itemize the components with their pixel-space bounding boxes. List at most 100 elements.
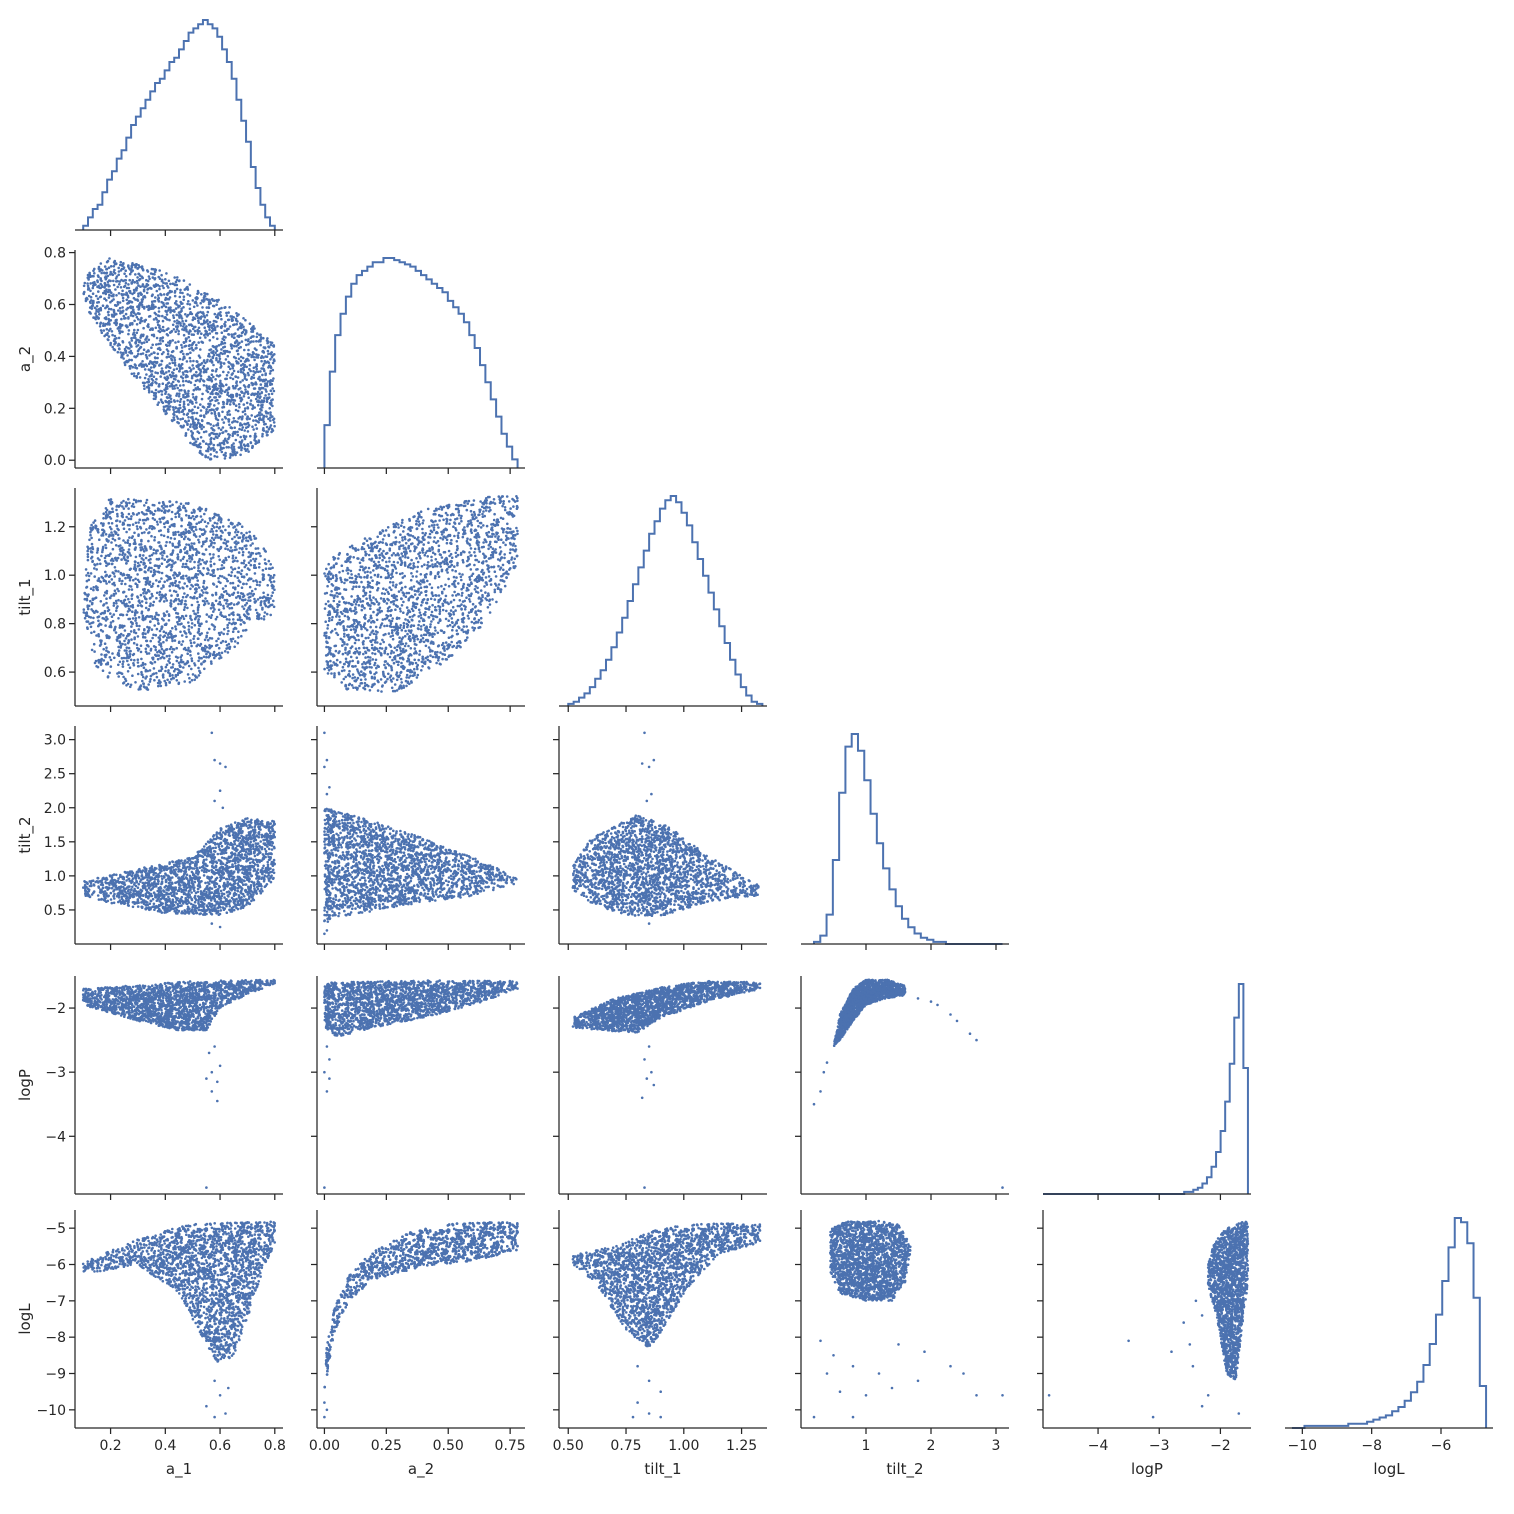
scatter-point — [158, 285, 161, 288]
scatter-point — [116, 285, 119, 289]
scatter-point — [85, 574, 88, 577]
scatter-point — [221, 431, 225, 434]
scatter-point — [324, 620, 328, 623]
scatter-point — [268, 578, 272, 582]
scatter-point — [143, 387, 146, 391]
scatter-point — [87, 286, 90, 290]
scatter-point — [410, 558, 413, 562]
scatter-point — [89, 533, 92, 537]
scatter-point — [240, 367, 243, 371]
scatter-point — [255, 363, 258, 366]
scatter-point — [210, 398, 214, 402]
scatter-point — [241, 629, 245, 632]
scatter-point — [479, 589, 483, 592]
scatter-point — [263, 346, 267, 349]
scatter-point — [103, 286, 106, 289]
scatter-point — [182, 608, 186, 611]
scatter-point — [85, 620, 88, 623]
scatter-point — [153, 311, 157, 315]
scatter-point — [185, 360, 189, 363]
scatter-point — [188, 303, 192, 306]
scatter-point — [134, 681, 137, 684]
scatter-point — [191, 374, 194, 378]
scatter-point — [188, 568, 191, 571]
scatter-point — [131, 605, 134, 608]
scatter-point — [241, 550, 245, 554]
scatter-point — [154, 326, 158, 330]
scatter-point — [260, 359, 263, 363]
scatter-point — [171, 371, 175, 375]
scatter-point — [138, 624, 141, 628]
scatter-point — [245, 582, 248, 586]
scatter-point — [192, 359, 195, 363]
scatter-point — [134, 577, 137, 581]
scatter-point — [188, 531, 192, 534]
scatter-point — [122, 681, 126, 684]
scatter-point — [101, 545, 105, 549]
scatter-point — [170, 375, 173, 379]
scatter-point — [172, 377, 176, 381]
scatter-point — [131, 305, 135, 309]
scatter-point — [126, 354, 129, 357]
scatter-point — [136, 604, 140, 607]
scatter-point — [262, 615, 266, 618]
scatter-point — [255, 335, 259, 339]
scatter-point — [108, 671, 111, 675]
scatter-point — [116, 533, 120, 537]
scatter-point — [186, 673, 190, 676]
scatter-point — [193, 560, 196, 564]
scatter-point — [131, 653, 135, 657]
scatter-point — [102, 329, 106, 332]
scatter-point — [162, 584, 165, 587]
scatter-point — [160, 505, 164, 508]
scatter-point — [171, 544, 175, 547]
scatter-point — [127, 663, 130, 667]
scatter-point — [131, 593, 134, 596]
scatter-point — [216, 643, 219, 647]
scatter-point — [217, 513, 220, 517]
scatter-point — [262, 420, 266, 424]
scatter-point — [214, 599, 218, 603]
scatter-point — [208, 433, 211, 436]
scatter-point — [107, 650, 110, 654]
scatter-point — [258, 552, 261, 555]
scatter-point — [468, 551, 471, 554]
scatter-point — [136, 578, 140, 582]
scatter-point — [259, 603, 263, 607]
scatter-point — [166, 352, 170, 356]
scatter-point — [166, 528, 170, 531]
scatter-point — [469, 509, 473, 513]
scatter-point — [188, 294, 192, 297]
panel-tilt_1-vs-a_1: 0.60.81.01.2 — [44, 488, 283, 712]
scatter-point — [84, 614, 88, 618]
scatter-point — [153, 268, 157, 271]
scatter-point — [163, 558, 166, 561]
scatter-point — [242, 537, 245, 540]
scatter-point — [206, 334, 209, 337]
scatter-point — [137, 272, 141, 276]
scatter-point — [182, 424, 185, 428]
scatter-point — [157, 509, 161, 512]
scatter-point — [136, 661, 140, 664]
scatter-point — [222, 453, 226, 457]
scatter-point — [137, 312, 140, 315]
scatter-point — [210, 644, 214, 648]
scatter-point — [171, 523, 175, 526]
scatter-point — [214, 414, 217, 418]
scatter-point — [157, 640, 161, 644]
scatter-point — [444, 511, 448, 515]
scatter-point — [134, 499, 138, 502]
scatter-point — [169, 601, 172, 605]
scatter-point — [215, 391, 218, 395]
scatter-point — [179, 324, 183, 327]
scatter-point — [138, 363, 142, 367]
scatter-point — [128, 501, 131, 505]
scatter-point — [84, 612, 87, 615]
scatter-point — [253, 572, 257, 575]
scatter-point — [243, 447, 247, 451]
scatter-point — [257, 403, 260, 407]
scatter-point — [124, 281, 128, 285]
scatter-point — [136, 344, 140, 347]
scatter-point — [153, 364, 157, 368]
scatter-point — [208, 320, 212, 324]
